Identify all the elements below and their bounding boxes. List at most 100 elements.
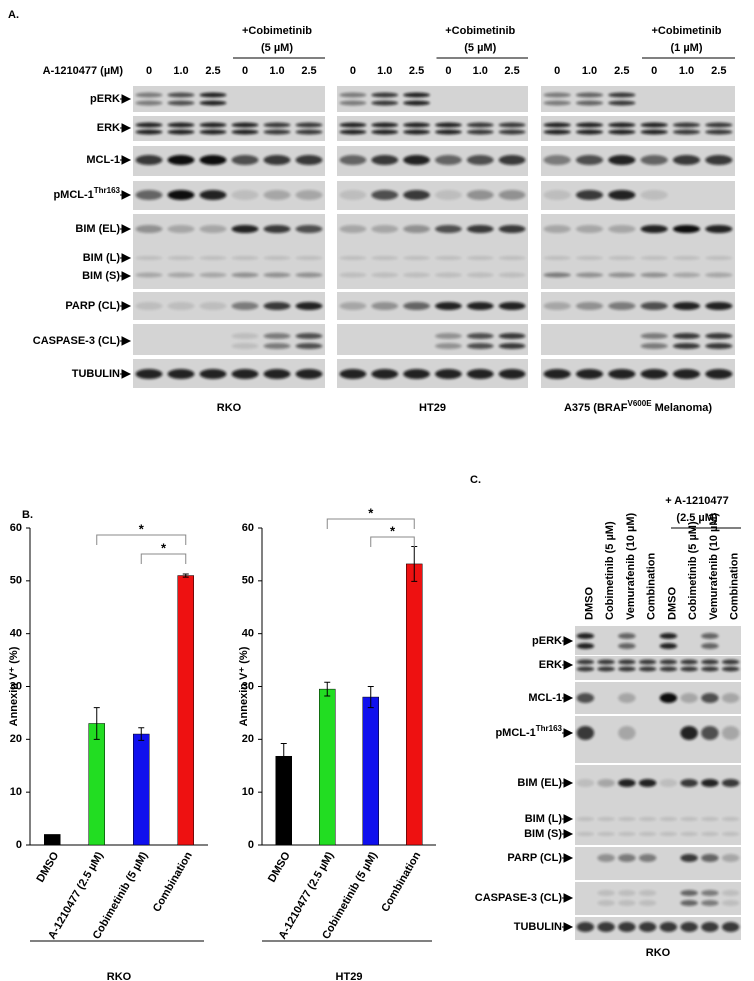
- band: [640, 302, 668, 310]
- band: [498, 272, 526, 278]
- treatment-label: +Cobimetinib: [242, 25, 312, 37]
- label-part: MCL-1: [528, 692, 562, 704]
- dose-label: 1.0: [269, 65, 284, 77]
- y-tick-label: 10: [242, 786, 254, 798]
- band: [135, 225, 163, 233]
- band: [575, 302, 604, 310]
- band: [435, 302, 462, 310]
- lane-label: DMSO: [583, 587, 595, 620]
- band: [167, 225, 195, 233]
- band: [371, 129, 399, 135]
- error-bar: [280, 743, 287, 770]
- band: [543, 122, 571, 128]
- band: [466, 302, 494, 310]
- band: [705, 225, 733, 233]
- band: [263, 333, 291, 339]
- superscript: Thr163: [94, 186, 121, 195]
- band: [659, 832, 678, 836]
- band: [638, 817, 657, 821]
- lane-label: Cobimetinib (5 µM): [687, 521, 699, 620]
- band: [659, 922, 678, 932]
- blot-panel: [133, 116, 325, 141]
- band: [705, 343, 733, 349]
- label-part: BIM (S): [82, 270, 120, 282]
- row-label: ERK: [539, 659, 562, 671]
- band: [640, 343, 668, 349]
- band: [575, 122, 604, 128]
- dose-label: 0: [554, 65, 560, 77]
- band: [618, 643, 636, 649]
- band: [575, 256, 604, 260]
- label-part: CASPASE-3 (CL): [33, 335, 121, 347]
- band: [263, 129, 291, 135]
- panel-label: B.: [22, 509, 33, 521]
- band: [659, 817, 678, 821]
- band: [231, 225, 259, 233]
- y-tick-label: 0: [16, 839, 22, 851]
- band: [672, 122, 701, 128]
- label-part: PARP (CL): [65, 300, 120, 312]
- band: [721, 666, 740, 672]
- row-label: pMCL-1Thr163: [495, 724, 562, 739]
- x-axis-label: HT29: [336, 971, 363, 981]
- row-label: BIM (S): [82, 270, 120, 282]
- dose-label: 0: [445, 65, 451, 77]
- row-label: MCL-1: [86, 154, 120, 166]
- band: [263, 225, 291, 233]
- band: [263, 122, 291, 128]
- band: [371, 225, 399, 233]
- row-label: pMCL-1Thr163: [53, 186, 120, 201]
- band: [659, 693, 678, 703]
- band: [339, 100, 367, 106]
- band: [295, 155, 323, 165]
- blot-panel: [541, 146, 735, 176]
- band: [638, 854, 657, 862]
- label-part: HT29: [419, 402, 446, 414]
- band: [435, 272, 462, 278]
- band: [135, 302, 163, 310]
- band: [705, 272, 733, 278]
- label-part: BIM (S): [524, 828, 562, 840]
- band: [680, 817, 698, 821]
- band: [597, 817, 615, 821]
- bar: [177, 575, 194, 846]
- bar: [275, 755, 292, 846]
- arrow: [562, 636, 574, 646]
- band: [721, 817, 740, 821]
- band: [403, 225, 430, 233]
- band: [705, 369, 733, 379]
- band: [435, 369, 462, 379]
- significance-label: *: [139, 521, 145, 536]
- band: [618, 817, 636, 821]
- band: [371, 92, 399, 98]
- band: [672, 256, 701, 260]
- band: [435, 333, 462, 339]
- band: [167, 129, 195, 135]
- band: [371, 122, 399, 128]
- y-tick-label: 10: [10, 786, 22, 798]
- band: [680, 693, 698, 703]
- band: [167, 256, 195, 260]
- band: [608, 122, 636, 128]
- band: [135, 129, 163, 135]
- label-part: BIM (L): [83, 252, 121, 264]
- bar: [44, 834, 61, 846]
- band: [167, 122, 195, 128]
- lane-label: Combination: [729, 553, 741, 620]
- row-label: CASPASE-3 (CL): [33, 335, 121, 347]
- band: [295, 343, 323, 349]
- dose-label: 1.0: [679, 65, 694, 77]
- label-part: ERK: [539, 659, 562, 671]
- band: [680, 779, 698, 787]
- band: [199, 369, 227, 379]
- lane-label: Combination: [646, 553, 658, 620]
- band: [640, 272, 668, 278]
- band: [659, 659, 678, 665]
- band: [575, 225, 604, 233]
- band: [135, 256, 163, 260]
- band: [167, 369, 195, 379]
- band: [135, 155, 163, 165]
- band: [618, 659, 636, 665]
- band: [339, 302, 367, 310]
- arrow: [120, 336, 132, 346]
